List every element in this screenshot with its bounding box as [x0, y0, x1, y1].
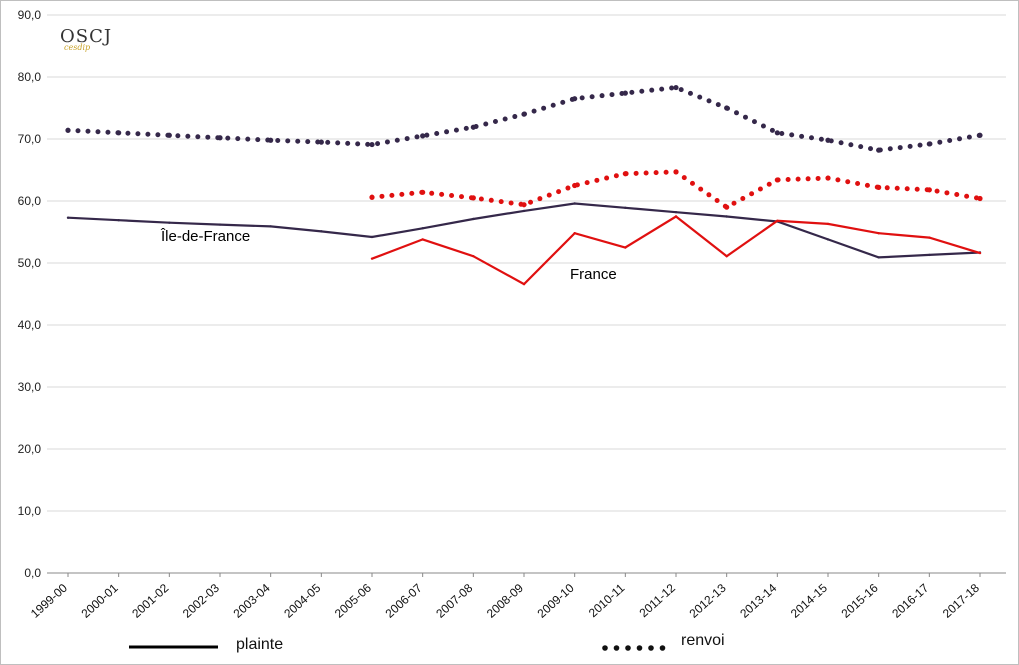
label-france: France — [570, 266, 617, 283]
data-point-idf_plainte — [472, 217, 475, 221]
data-point-idf_plainte — [674, 210, 678, 214]
data-point-idf_renvoi — [369, 141, 375, 148]
data-point-idf_renvoi — [521, 111, 527, 117]
data-point-fr_renvoi — [673, 169, 679, 175]
logo: OSCJ cesdip — [60, 26, 112, 52]
data-point-fr_plainte — [725, 254, 728, 258]
logo-subtext: cesdip — [64, 43, 90, 52]
data-point-fr_renvoi — [369, 194, 375, 200]
data-point-idf_renvoi — [825, 137, 831, 143]
data-point-idf_plainte — [573, 202, 576, 205]
data-point-idf_plainte — [725, 215, 728, 218]
legend-renvoi: renvoi — [681, 632, 725, 649]
data-point-idf_renvoi — [926, 141, 932, 147]
data-point-fr_plainte — [624, 246, 627, 249]
data-point-idf_renvoi — [622, 90, 628, 96]
series-lines — [65, 84, 983, 286]
data-point-idf_renvoi — [774, 130, 780, 136]
data-point-idf_plainte — [218, 223, 222, 226]
data-point-idf_plainte — [117, 219, 120, 222]
data-point-idf_plainte — [269, 225, 272, 228]
data-point-fr_renvoi — [420, 189, 426, 195]
y-tick-label: 80,0 — [18, 70, 42, 84]
data-point-idf_renvoi — [217, 135, 223, 141]
data-point-idf_plainte — [320, 230, 323, 233]
legend: plainte renvoi — [129, 632, 725, 653]
data-point-idf_plainte — [168, 221, 171, 224]
legend-dot — [648, 645, 654, 651]
data-point-fr_renvoi — [470, 195, 476, 201]
data-point-idf_plainte — [624, 206, 627, 210]
data-point-fr_renvoi — [926, 187, 932, 193]
data-point-idf_renvoi — [977, 132, 983, 138]
data-point-idf_renvoi — [65, 127, 71, 133]
data-point-fr_renvoi — [572, 182, 578, 189]
data-point-idf_renvoi — [470, 124, 476, 130]
data-point-idf_renvoi — [318, 139, 324, 145]
y-tick-label: 60,0 — [18, 194, 42, 208]
data-point-idf_renvoi — [876, 147, 882, 153]
data-point-fr_plainte — [370, 257, 374, 260]
legend-plainte: plainte — [236, 636, 283, 653]
data-point-fr_plainte — [776, 219, 779, 223]
y-tick-label: 50,0 — [18, 256, 42, 270]
data-point-idf_renvoi — [420, 133, 426, 139]
data-point-fr_renvoi — [724, 204, 730, 210]
legend-dotted-swatch — [602, 645, 666, 651]
data-point-fr_renvoi — [622, 171, 628, 177]
y-tick-label: 40,0 — [18, 318, 42, 332]
y-tick-label: 70,0 — [18, 132, 42, 146]
data-point-fr_renvoi — [876, 184, 882, 190]
data-point-idf_plainte — [928, 253, 931, 257]
data-point-fr_plainte — [877, 232, 880, 235]
y-axis-ticks: 0,0 10,0 20,0 30,0 40,0 50,0 60,0 70,0 80,0 90,0 — [18, 8, 42, 580]
data-point-fr_plainte — [472, 254, 475, 258]
data-point-fr_plainte — [522, 282, 526, 286]
data-point-idf_renvoi — [673, 84, 679, 91]
data-point-fr_plainte — [978, 251, 982, 255]
data-point-idf_renvoi — [166, 132, 172, 138]
legend-dot — [625, 645, 631, 651]
label-ile-de-france: Île-de-France — [160, 228, 250, 245]
data-point-idf_plainte — [370, 235, 374, 239]
data-point-fr_renvoi — [521, 202, 527, 208]
legend-dot — [659, 645, 666, 651]
logo-text: OSCJ — [60, 26, 112, 47]
y-tick-label: 30,0 — [18, 380, 42, 394]
data-point-fr_plainte — [421, 238, 424, 241]
data-point-fr_plainte — [826, 222, 830, 226]
data-point-idf_plainte — [877, 256, 880, 259]
data-point-fr_renvoi — [825, 175, 831, 181]
data-point-idf_plainte — [66, 216, 70, 219]
data-point-idf_renvoi — [724, 105, 730, 111]
y-tick-label: 0,0 — [24, 566, 41, 580]
data-point-idf_plainte — [826, 238, 830, 241]
data-point-idf_renvoi — [116, 130, 122, 136]
legend-dot — [613, 645, 620, 651]
data-point-idf_renvoi — [572, 96, 578, 102]
data-point-fr_plainte — [573, 232, 576, 235]
y-tick-label: 20,0 — [18, 442, 42, 456]
data-point-fr_renvoi — [774, 177, 780, 183]
y-tick-label: 90,0 — [18, 8, 42, 22]
data-point-idf_renvoi — [268, 137, 274, 143]
data-point-idf_plainte — [421, 227, 424, 230]
legend-dot — [602, 645, 608, 651]
data-point-fr_plainte — [928, 236, 931, 239]
gridlines — [47, 14, 1006, 574]
data-point-idf_plainte — [522, 209, 526, 213]
data-point-fr_renvoi — [977, 195, 983, 202]
legend-dot — [636, 645, 643, 651]
y-tick-label: 10,0 — [18, 504, 42, 518]
data-point-fr_plainte — [674, 215, 678, 218]
